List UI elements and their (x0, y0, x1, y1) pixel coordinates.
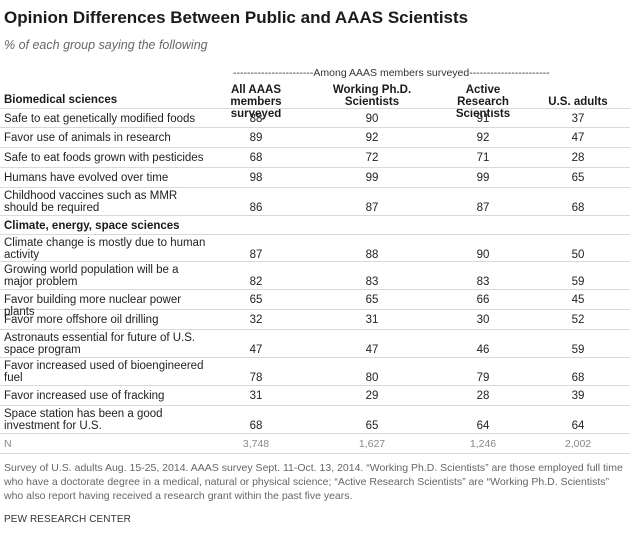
sample-size-row: N 3,748 1,627 1,246 2,002 (0, 434, 630, 454)
section-heading: Biomedical sciences (4, 94, 118, 106)
row-label: Growing world population will be a major… (4, 264, 179, 288)
cell-working-phd: 87 (365, 202, 379, 214)
cell-us-adults: 59 (571, 276, 585, 288)
cell-all-aaas: 88 (249, 113, 263, 125)
column-header-active-research: Active Research Scientists (455, 84, 511, 120)
table-row: Favor building more nuclear power plants… (0, 290, 630, 318)
table-row: Favor increased use of fracking 31 29 28 39 (0, 386, 630, 406)
cell-all-aaas: 82 (249, 276, 263, 288)
cell-working-phd: 29 (365, 390, 379, 402)
table-row: Favor more offshore oil drilling 32 31 30 52 (0, 310, 630, 330)
cell-us-adults: 59 (571, 344, 585, 356)
cell-all-aaas: 78 (249, 372, 263, 384)
cell-active-research: 66 (476, 294, 490, 306)
cell-us-adults: 2,002 (564, 438, 592, 450)
column-group-label: -----------------------Among AAAS member… (233, 67, 550, 79)
table-row: Favor increased used of bioengineered fu… (0, 358, 630, 386)
section-heading: Climate, energy, space sciences (4, 220, 180, 232)
cell-working-phd: 88 (365, 249, 379, 261)
page-title: Opinion Differences Between Public and A… (4, 8, 469, 27)
cell-active-research: 90 (476, 249, 490, 261)
cell-working-phd: 47 (365, 344, 379, 356)
row-label: Favor increased used of bioengineered fu… (4, 360, 204, 384)
cell-working-phd: 72 (365, 152, 379, 164)
cell-working-phd: 80 (365, 372, 379, 384)
cell-working-phd: 83 (365, 276, 379, 288)
row-label: Astronauts essential for future of U.S. … (4, 332, 196, 356)
cell-all-aaas: 31 (249, 390, 263, 402)
table-row: Safe to eat genetically modified foods 88… (0, 108, 630, 128)
cell-us-adults: 39 (571, 390, 585, 402)
cell-us-adults: 37 (571, 113, 585, 125)
column-header-working-phd: Working Ph.D. Scientists (332, 84, 412, 108)
cell-all-aaas: 65 (249, 294, 263, 306)
cell-all-aaas: 47 (249, 344, 263, 356)
cell-working-phd: 31 (365, 314, 379, 326)
table-row: Growing world population will be a major… (0, 262, 630, 290)
table-row: Climate change is mostly due to human ac… (0, 234, 630, 262)
cell-active-research: 99 (476, 172, 490, 184)
cell-active-research: 64 (476, 420, 490, 432)
column-header-us-adults: U.S. adults (548, 96, 608, 108)
cell-active-research: 46 (476, 344, 490, 356)
cell-us-adults: 50 (571, 249, 585, 261)
table-row: Space station has been a good investment… (0, 406, 630, 434)
cell-active-research: 71 (476, 152, 490, 164)
table-row: Childhood vaccines such as MMR should be… (0, 188, 630, 216)
footnote: Survey of U.S. adults Aug. 15-25, 2014. … (4, 462, 623, 502)
cell-active-research: 79 (476, 372, 490, 384)
cell-all-aaas: 86 (249, 202, 263, 214)
cell-active-research: 1,246 (469, 438, 497, 450)
cell-active-research: 28 (476, 390, 490, 402)
cell-us-adults: 64 (571, 420, 585, 432)
row-label: Favor more offshore oil drilling (4, 314, 159, 326)
row-label: Favor use of animals in research (4, 132, 171, 144)
cell-us-adults: 45 (571, 294, 585, 306)
cell-working-phd: 65 (365, 420, 379, 432)
cell-working-phd: 99 (365, 172, 379, 184)
table-row: Astronauts essential for future of U.S. … (0, 330, 630, 358)
row-label: Childhood vaccines such as MMR should be… (4, 190, 178, 214)
row-label: Space station has been a good investment… (4, 408, 163, 432)
page-subtitle: % of each group saying the following (4, 38, 208, 52)
cell-us-adults: 68 (571, 372, 585, 384)
column-header-all-aaas: All AAAS members surveyed (230, 84, 282, 120)
cell-all-aaas: 89 (249, 132, 263, 144)
cell-us-adults: 65 (571, 172, 585, 184)
row-label: Favor increased use of fracking (4, 390, 165, 402)
cell-us-adults: 68 (571, 202, 585, 214)
row-label: Humans have evolved over time (4, 172, 169, 184)
table-row: Favor use of animals in research 89 92 92 47 (0, 128, 630, 148)
table-row: Humans have evolved over time 98 99 99 65 (0, 168, 630, 188)
cell-us-adults: 47 (571, 132, 585, 144)
row-label: Climate change is mostly due to human ac… (4, 237, 206, 261)
cell-all-aaas: 3,748 (242, 438, 270, 450)
row-label: Safe to eat genetically modified foods (4, 113, 196, 125)
cell-all-aaas: 68 (249, 420, 263, 432)
cell-working-phd: 90 (365, 113, 379, 125)
cell-all-aaas: 32 (249, 314, 263, 326)
row-label: N (4, 438, 12, 450)
cell-working-phd: 92 (365, 132, 379, 144)
cell-all-aaas: 87 (249, 249, 263, 261)
row-label: Favor building more nuclear power plants (4, 294, 182, 318)
cell-active-research: 91 (476, 113, 490, 125)
cell-active-research: 83 (476, 276, 490, 288)
row-label: Safe to eat foods grown with pesticides (4, 152, 204, 164)
cell-active-research: 92 (476, 132, 490, 144)
cell-working-phd: 65 (365, 294, 379, 306)
cell-active-research: 30 (476, 314, 490, 326)
cell-all-aaas: 98 (249, 172, 263, 184)
cell-active-research: 87 (476, 202, 490, 214)
cell-us-adults: 28 (571, 152, 585, 164)
cell-us-adults: 52 (571, 314, 585, 326)
cell-all-aaas: 68 (249, 152, 263, 164)
source-label: PEW RESEARCH CENTER (4, 514, 131, 525)
table-row: Safe to eat foods grown with pesticides 6… (0, 148, 630, 168)
cell-working-phd: 1,627 (358, 438, 386, 450)
